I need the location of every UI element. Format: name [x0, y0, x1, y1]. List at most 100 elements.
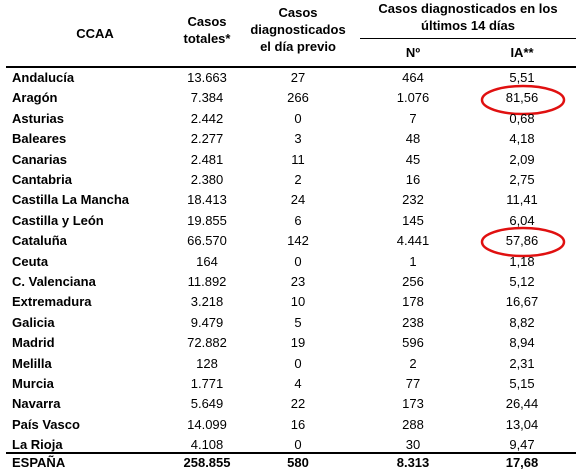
cell-text: 66.570	[187, 233, 227, 249]
cell-text: La Rioja	[12, 437, 63, 453]
cell-text: País Vasco	[12, 416, 80, 432]
cell-text: 13,04	[505, 416, 539, 432]
cell-text: 23	[290, 274, 306, 289]
cell-text: 27	[290, 70, 306, 85]
cell-text: 8,82	[509, 314, 535, 330]
cell-text: 2,31	[509, 355, 535, 371]
cell-text: el día previo	[260, 39, 336, 54]
cell-text: 232	[402, 192, 424, 208]
cell-text: 24	[290, 192, 306, 208]
cell-text: 16,67	[505, 294, 539, 310]
cell-text: 2.481	[190, 151, 224, 167]
cell-text: Baleares	[12, 131, 67, 147]
cell-text: Aragón	[12, 90, 58, 106]
cell-text: 7	[409, 110, 417, 126]
cell-text: 9,47	[509, 437, 535, 453]
cell-text: Castilla La Mancha	[12, 192, 130, 208]
cell-text: 8.313	[396, 455, 430, 470]
cell-text: 14.099	[187, 416, 227, 432]
cell-text: 2,75	[509, 172, 535, 187]
cell-text: 5,12	[509, 274, 535, 289]
cell-text: 9.479	[190, 314, 224, 330]
cell-text: Andalucía	[12, 70, 75, 85]
cell-text: 178	[402, 294, 424, 310]
cell-text: 2.277	[190, 131, 224, 147]
cell-text: 11,41	[506, 192, 538, 208]
cell-text: totales*	[183, 31, 231, 46]
cell-text: Asturias	[12, 110, 65, 126]
highlight-circle	[480, 84, 566, 116]
cell-text: 5,51	[509, 70, 535, 85]
cell-text: 2	[294, 172, 302, 187]
header-rule	[6, 66, 576, 68]
cell-text: IA**	[510, 45, 534, 60]
cell-text: 6	[294, 212, 302, 228]
cell-text: 1,18	[509, 253, 535, 269]
cell-text: 5	[294, 314, 302, 330]
cell-text: 142	[287, 233, 309, 249]
cell-text: ESPAÑA	[12, 455, 66, 470]
cell-text: 1	[409, 253, 417, 269]
cell-text: 3	[294, 131, 302, 147]
cell-text: 10	[290, 294, 306, 310]
cell-text: 173	[402, 396, 424, 412]
cell-text: 580	[287, 455, 309, 470]
cell-text: 6,04	[509, 212, 535, 228]
cell-text: 5,15	[509, 376, 535, 391]
cell-text: 238	[402, 314, 424, 330]
cell-text: 0	[294, 437, 302, 453]
cell-text: 4.441	[396, 233, 430, 249]
cell-text: 266	[287, 90, 309, 106]
cell-text: 1.076	[396, 90, 430, 106]
cell-text: Melilla	[12, 355, 52, 371]
group-rule	[360, 38, 576, 39]
cell-text: 77	[405, 376, 421, 391]
cell-text: 22	[290, 396, 306, 412]
cell-text: 596	[402, 335, 424, 351]
cell-text: 11.892	[187, 274, 227, 289]
cell-text: últimos 14 días	[421, 18, 515, 33]
cell-text: Murcia	[12, 376, 54, 391]
total-rule	[6, 452, 576, 454]
cell-text: Casos diagnosticados en los	[378, 1, 558, 16]
cell-text: Extremadura	[12, 294, 92, 310]
cell-text: Galicia	[12, 314, 55, 330]
cell-text: 5.649	[190, 396, 224, 412]
cell-text: 164	[196, 253, 218, 269]
cell-text: 16	[290, 416, 306, 432]
cell-text: Canarias	[12, 151, 67, 167]
cell-text: Casos	[278, 5, 318, 20]
highlight-circle	[480, 226, 566, 258]
cell-text: 0	[294, 253, 302, 269]
cell-text: 256	[402, 274, 424, 289]
cell-text: 1.771	[190, 376, 224, 391]
cell-text: 13.663	[187, 70, 227, 85]
cell-text: 11	[291, 151, 305, 167]
cell-text: C. Valenciana	[12, 274, 96, 289]
cell-text: Cantabria	[12, 172, 72, 187]
cell-text: 48	[405, 131, 421, 147]
cell-text: 0	[294, 355, 302, 371]
cell-text: 145	[402, 212, 424, 228]
cell-text: Ceuta	[12, 253, 49, 269]
cell-text: 26,44	[505, 396, 539, 412]
cell-text: Navarra	[12, 396, 61, 412]
cell-text: 19	[290, 335, 306, 351]
cell-text: 19.855	[187, 212, 227, 228]
cell-text: Nº	[405, 45, 421, 60]
cell-text: 16	[405, 172, 421, 187]
cell-text: 4,18	[509, 131, 535, 147]
cell-text: Casos	[187, 14, 227, 29]
cell-text: 57,86	[505, 233, 539, 249]
cell-text: Castilla y León	[12, 212, 104, 228]
cell-text: 0	[294, 110, 302, 126]
cell-text: 2,09	[509, 151, 535, 167]
cell-text: 258.855	[183, 455, 231, 470]
cell-text: Madrid	[12, 335, 55, 351]
cell-text: 8,94	[509, 335, 535, 351]
cell-text: 3.218	[190, 294, 224, 310]
cell-text: 288	[402, 416, 424, 432]
cell-text: 464	[402, 70, 424, 85]
